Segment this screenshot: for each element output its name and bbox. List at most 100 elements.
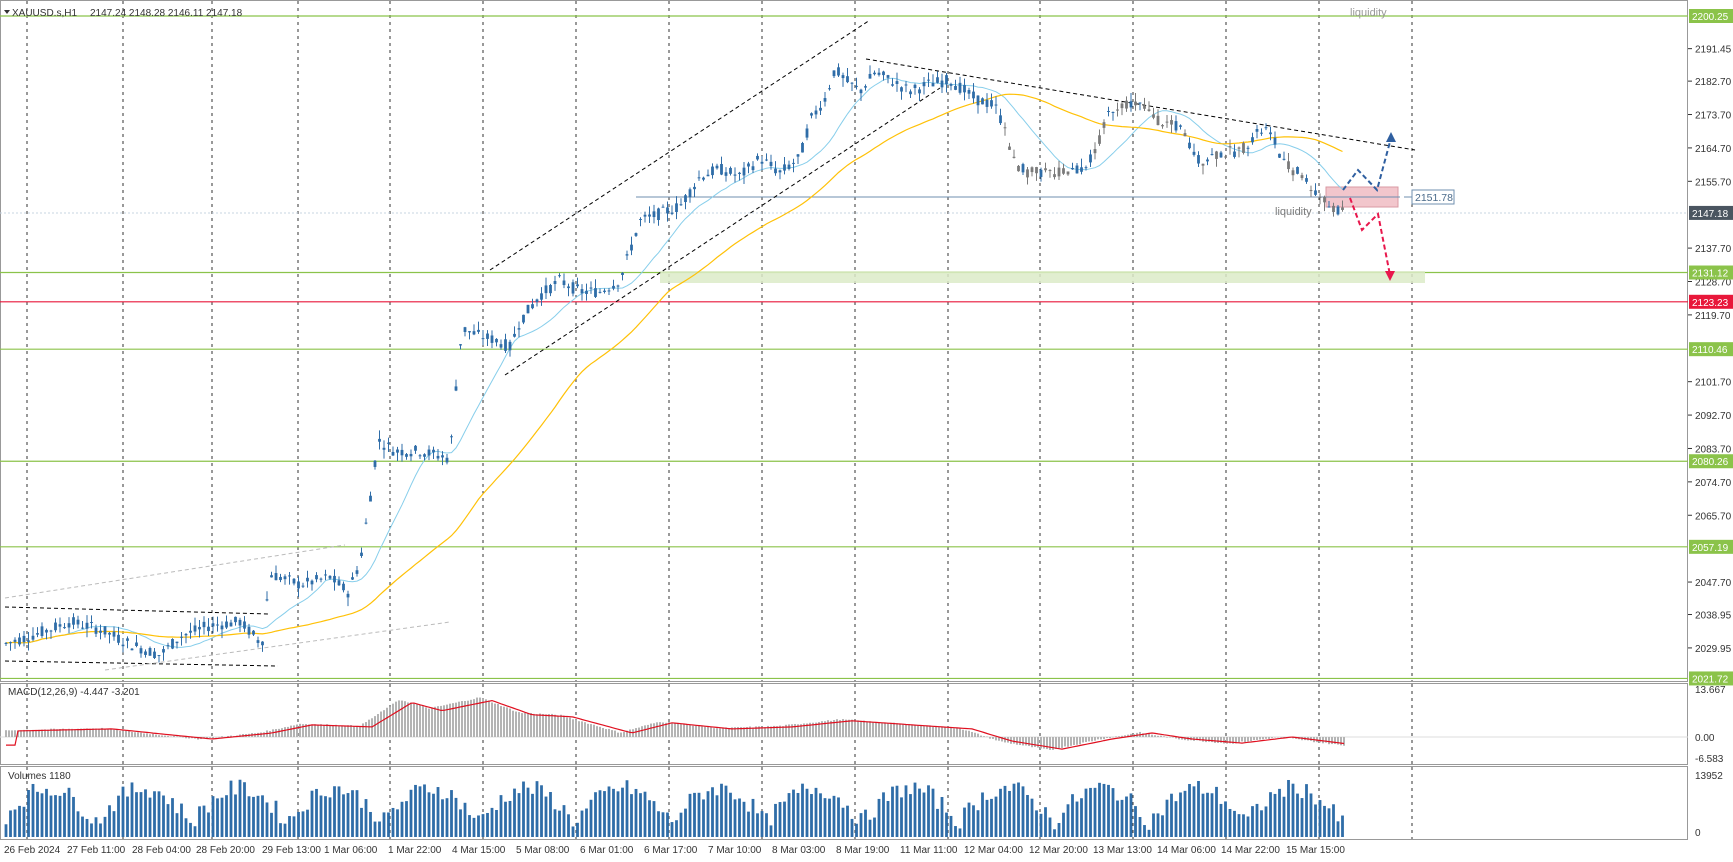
macd-hist-bar <box>569 717 571 737</box>
volume-bar <box>481 814 485 837</box>
candle-body <box>1080 167 1083 172</box>
candle-body <box>207 626 210 632</box>
candle-body <box>1251 137 1254 143</box>
volume-bar <box>315 788 318 837</box>
volume-bar <box>283 823 287 837</box>
macd-hist-bar <box>38 729 40 737</box>
macd-hist-bar <box>431 707 433 737</box>
candle-body <box>423 454 426 457</box>
candle-body <box>625 254 629 256</box>
macd-hist-bar <box>53 728 55 737</box>
macd-hist-bar <box>1262 737 1264 740</box>
volume-bar <box>1273 793 1277 837</box>
volume-bar <box>391 807 395 837</box>
macd-hist-bar <box>464 701 466 737</box>
candle-body <box>1048 170 1052 172</box>
candle-body <box>139 648 143 654</box>
macd-hist-bar <box>104 729 106 737</box>
time-tick-label: 6 Mar 01:00 <box>580 845 634 856</box>
macd-hist-bar <box>359 726 361 737</box>
candle-body <box>346 593 350 598</box>
candle-body <box>211 623 215 627</box>
volume-bar <box>157 791 161 837</box>
macd-hist-bar <box>389 706 391 737</box>
macd-hist-bar <box>1091 737 1093 742</box>
candle-body <box>477 329 480 332</box>
volume-bar <box>360 807 363 837</box>
macd-hist-bar <box>416 704 418 737</box>
volume-bar <box>1080 798 1083 837</box>
macd-hist-bar <box>131 732 133 737</box>
macd-hist-bar <box>944 727 946 737</box>
macd-hist-bar <box>1067 737 1069 747</box>
candle-body <box>1017 165 1020 172</box>
candle-body <box>1044 168 1047 171</box>
macd-hist-bar <box>599 726 601 737</box>
channel-lower-line <box>504 87 941 376</box>
macd-hist-bar <box>953 728 955 737</box>
volume-bar <box>301 811 305 837</box>
volume-bar <box>751 798 755 837</box>
volume-bar <box>981 792 984 837</box>
volume-bar <box>1125 796 1128 837</box>
macd-hist-bar <box>119 730 121 737</box>
price-tag-label: 2123.23 <box>1692 298 1729 309</box>
candle-body <box>1035 167 1038 174</box>
macd-hist-bar <box>1232 737 1234 744</box>
macd-hist-bar <box>113 729 115 737</box>
macd-hist-bar <box>1253 737 1255 741</box>
candle-body <box>400 449 404 456</box>
volume-bar <box>909 794 912 837</box>
candle-body <box>504 339 507 351</box>
macd-hist-bar <box>1160 735 1162 737</box>
macd-hist-bar <box>971 731 973 737</box>
time-tick-label: 4 Mar 15:00 <box>452 845 506 856</box>
macd-hist-bar <box>749 726 751 737</box>
candle-body <box>103 626 107 635</box>
candle-body <box>652 211 656 218</box>
macd-hist-bar <box>215 737 217 738</box>
candle-body <box>373 460 377 467</box>
macd-hist-bar <box>1163 736 1165 737</box>
macd-hist-bar <box>68 728 70 737</box>
macd-hist-bar <box>737 727 739 737</box>
macd-hist-bar <box>923 725 925 737</box>
volume-bar <box>279 823 282 837</box>
macd-hist-bar <box>551 713 553 737</box>
volume-bar <box>112 811 116 837</box>
macd-hist-bar <box>1037 737 1039 748</box>
dropdown-triangle-icon[interactable] <box>4 10 10 14</box>
macd-hist-bar <box>260 732 262 737</box>
volume-bar <box>634 788 638 837</box>
macd-hist-bar <box>377 714 379 737</box>
macd-hist-bar <box>557 715 559 737</box>
volume-bar <box>1093 787 1097 837</box>
macd-hist-bar <box>122 730 124 737</box>
macd-hist-bar <box>875 722 877 737</box>
macd-hist-bar <box>527 713 529 737</box>
candle-body <box>904 84 908 86</box>
price-tag-box <box>1689 539 1733 554</box>
volume-bar <box>792 789 795 837</box>
candle-body <box>1255 129 1259 132</box>
volume-bar <box>306 809 309 837</box>
candle-body <box>234 616 237 623</box>
candle-body <box>540 293 543 300</box>
macd-hist-bar <box>1070 737 1072 746</box>
volume-bar <box>594 792 597 837</box>
volume-bar <box>1134 806 1137 837</box>
candle-body <box>63 627 66 629</box>
volume-bar <box>738 798 741 837</box>
macd-hist-bar <box>656 722 658 737</box>
macd-hist-bar <box>329 725 331 737</box>
volume-bar <box>756 813 759 837</box>
candle-body <box>913 84 917 89</box>
candle-body <box>823 98 827 102</box>
macd-hist-bar <box>44 729 46 737</box>
volume-bar <box>1062 812 1065 837</box>
volume-bar <box>724 785 728 837</box>
macd-hist-bar <box>887 723 889 737</box>
volume-bar <box>1305 784 1308 837</box>
